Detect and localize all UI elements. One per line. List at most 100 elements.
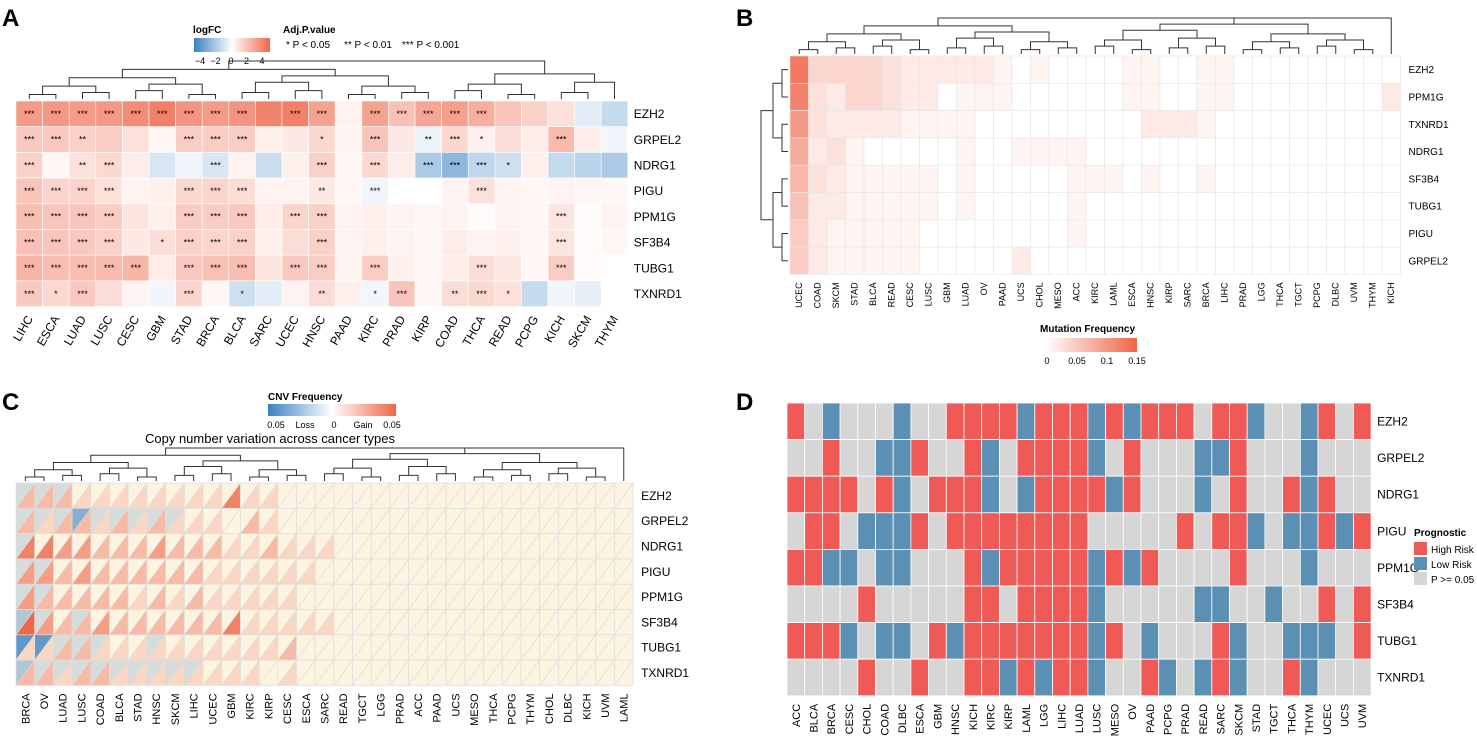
heatmap-cell: [882, 192, 902, 221]
heatmap-cell: [845, 192, 865, 221]
heatmap-cell: [919, 55, 939, 84]
cell-diagonal: [296, 558, 316, 585]
heatmap-cell: [1011, 219, 1031, 248]
heatmap-cell: [826, 192, 846, 221]
column-label: READ: [486, 313, 515, 349]
heatmap-cell: [900, 110, 920, 139]
column-label: BLCA: [809, 703, 821, 732]
heatmap-cell: [281, 126, 309, 153]
cell-diagonal: [277, 659, 297, 686]
heatmap-cell: [547, 280, 575, 307]
heatmap-cell: [441, 280, 469, 307]
dendro-branch: [109, 467, 148, 478]
heatmap-cell: [789, 246, 809, 275]
sig-legend-label: *** P < 0.001: [402, 40, 460, 51]
cell-diagonal: [614, 583, 634, 610]
prognostic-cell: [945, 549, 965, 587]
dendro-branch: [202, 460, 279, 470]
legend-title: Prognostic: [1414, 528, 1467, 539]
row-label: PIGU: [1409, 229, 1433, 240]
row-label: TXNRD1: [634, 287, 682, 301]
significance-star: ***: [104, 237, 115, 247]
cell-diagonal: [352, 533, 372, 560]
column-label: THCA: [488, 693, 500, 724]
prognostic-cell: [1140, 512, 1160, 550]
heatmap-cell: [919, 192, 939, 221]
cell-diagonal: [352, 508, 372, 534]
heatmap-cell: [863, 246, 883, 275]
heatmap-cell: [1215, 219, 1235, 248]
cell-diagonal: [90, 609, 110, 636]
cell-diagonal: [258, 659, 279, 686]
legend-tick: 0.05: [1068, 356, 1086, 366]
heatmap-cell: [937, 192, 957, 221]
heatmap-cell: [1289, 55, 1309, 84]
prognostic-cell: [1193, 402, 1213, 440]
heatmap-cell: [388, 100, 416, 128]
prognostic-cell: [786, 512, 806, 550]
heatmap-cell: [1326, 164, 1346, 193]
prognostic-cell: [1016, 622, 1036, 660]
heatmap-cell: [956, 110, 976, 139]
dendro-branch: [826, 33, 902, 42]
significance-star: ***: [396, 289, 407, 299]
prognostic-cell: [1069, 475, 1089, 514]
cell-diagonal: [539, 659, 559, 686]
heatmap-cell: [414, 254, 442, 282]
column-label: GBM: [143, 313, 169, 344]
column-label: CESC: [114, 313, 143, 349]
heatmap-cell: [863, 110, 883, 139]
heatmap-cell: [993, 246, 1013, 275]
prognostic-cell: [1122, 549, 1142, 587]
cell-diagonal: [34, 533, 54, 560]
significance-star: ***: [210, 212, 221, 222]
significance-star: ***: [476, 289, 487, 299]
cell-diagonal: [333, 533, 353, 560]
column-label: UCEC: [794, 282, 804, 308]
prognostic-cell: [1246, 549, 1266, 587]
cell-diagonal: [53, 659, 73, 686]
cell-diagonal: [146, 533, 166, 560]
dendro-branch: [333, 467, 372, 478]
column-label: ESCA: [301, 693, 313, 724]
heatmap-cell: [600, 126, 629, 153]
prognostic-cell: [910, 622, 930, 660]
heatmap-cell: [334, 152, 363, 179]
heatmap-cell: [308, 280, 336, 307]
cell-diagonal: [371, 533, 391, 560]
prognostic-cell: [928, 658, 947, 697]
column-label: ACC: [413, 693, 425, 716]
significance-star: ***: [290, 212, 301, 222]
cell-diagonal: [202, 482, 222, 509]
heatmap-cell: [1344, 192, 1364, 221]
column-label: UCEC: [273, 313, 302, 350]
prognostic-cell: [1122, 622, 1142, 660]
dendro-branch: [1326, 39, 1364, 50]
significance-star: ***: [184, 135, 195, 145]
cell-diagonal: [539, 558, 559, 585]
row-label: SF3B4: [641, 615, 678, 629]
cell-diagonal: [595, 508, 615, 534]
heatmap-cell: [1344, 164, 1364, 193]
cell-diagonal: [221, 508, 241, 534]
prognostic-cell: [804, 475, 823, 514]
heatmap-cell: [255, 152, 283, 179]
heatmap-cell: [1326, 55, 1346, 84]
prognostic-cell: [910, 658, 930, 697]
cell-diagonal: [34, 558, 54, 585]
heatmap-cell: [1381, 55, 1401, 84]
dendro-branch: [473, 476, 494, 481]
cell-diagonal: [445, 634, 466, 661]
heatmap-cell: [600, 229, 629, 256]
column-label: LIHC: [1056, 704, 1068, 729]
significance-star: **: [79, 160, 87, 170]
heatmap-cell: [308, 177, 336, 205]
significance-star: ***: [370, 263, 381, 273]
heatmap-cell: [494, 177, 522, 205]
heatmap-cell: [228, 203, 256, 230]
heatmap-cell: [201, 203, 230, 230]
prognostic-cell: [1282, 585, 1301, 623]
heatmap-cell: [1141, 192, 1161, 221]
